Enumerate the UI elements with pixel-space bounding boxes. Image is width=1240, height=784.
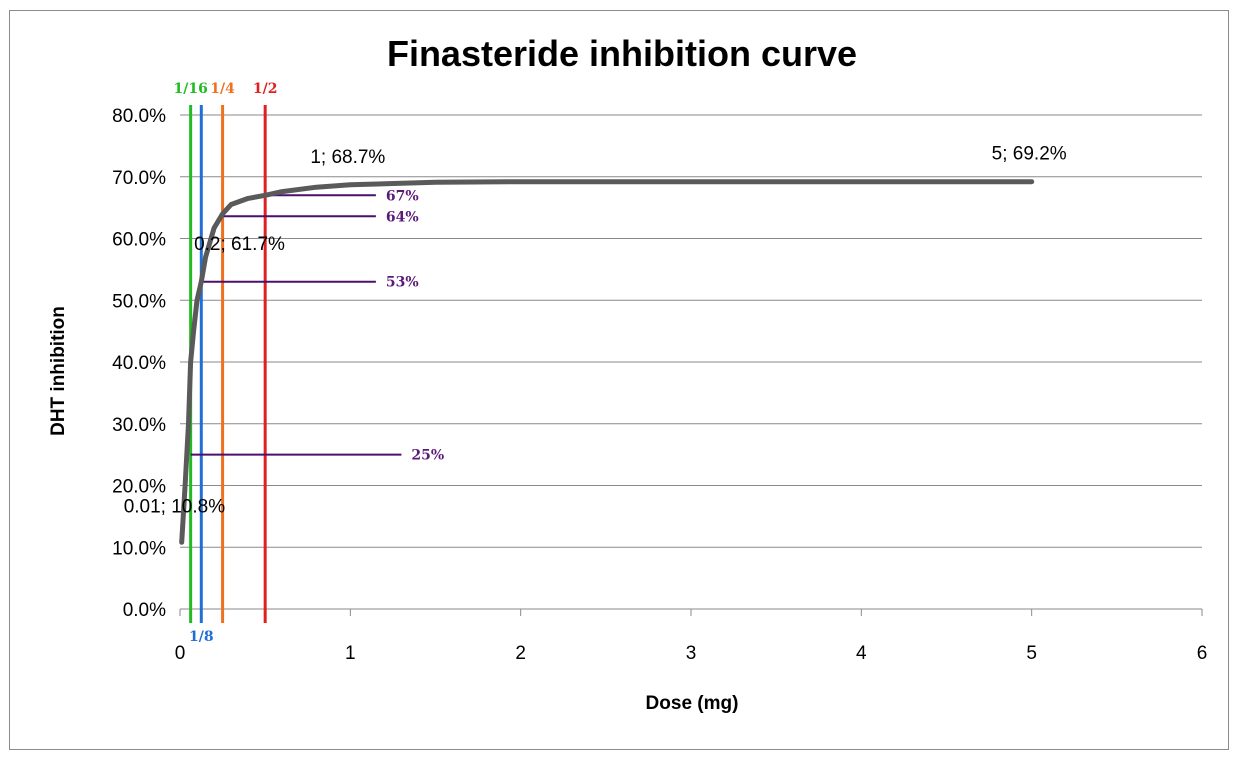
y-tick-label: 40.0%: [112, 353, 166, 374]
series: [179, 179, 1035, 545]
x-tick-label: 5: [1026, 643, 1037, 664]
dose-marker-label: 1/2: [253, 81, 278, 97]
dose-marker-label: 1/8: [189, 629, 214, 645]
chart-svg: Finasteride inhibition curve 0.0%10.0%20…: [48, 33, 1207, 714]
data-label: 0.2; 61.7%: [194, 234, 285, 255]
inhibition-level-label: 64%: [386, 209, 419, 225]
x-tick-label: 6: [1197, 643, 1208, 664]
chart-title: Finasteride inhibition curve: [387, 33, 857, 74]
chart-frame: Finasteride inhibition curve 0.0% 10.0% 20…: [9, 10, 1229, 750]
y-tick-label: 20.0%: [112, 477, 166, 498]
inhibition-levels: 67% 64% 53% 25%: [190, 188, 444, 464]
y-tick-label: 30.0%: [112, 415, 166, 436]
inhibition-level-label: 53%: [386, 275, 419, 291]
x-tick-label: 1: [345, 643, 356, 664]
dose-marker-label: 1/4: [210, 81, 235, 97]
series-line: [179, 179, 1035, 545]
grid-lines: [180, 114, 1202, 548]
y-tick-label: 50.0%: [112, 291, 166, 312]
dose-marker-label: 1/16: [173, 81, 207, 97]
data-labels: 0.01; 10.8% 0.2; 61.7% 1; 68.7% 5; 69.2%: [124, 144, 1067, 518]
y-tick-label: 70.0%: [112, 168, 166, 189]
x-tick-label: 3: [686, 643, 697, 664]
inhibition-level-label: 25%: [411, 448, 444, 464]
y-tick-label: 80.0%: [112, 106, 166, 127]
y-tick-label: 10.0%: [112, 538, 166, 559]
y-tick-label: 60.0%: [112, 230, 166, 251]
x-tick-label: 4: [856, 643, 867, 664]
data-label: 0.01; 10.8%: [124, 496, 226, 517]
axes: 0.0% 10.0% 20.0% 30.0% 40.0% 50.0% 60.0% 70.0% 8…: [112, 106, 1207, 664]
y-axis-title: DHT inhibition: [48, 306, 69, 436]
data-label: 5; 69.2%: [992, 144, 1067, 165]
data-label: 1; 68.7%: [310, 147, 385, 168]
y-tick-label: 0.0%: [123, 600, 166, 621]
x-tick-label: 2: [515, 643, 526, 664]
inhibition-level-label: 67%: [386, 188, 419, 204]
x-tick-label: 0: [175, 643, 186, 664]
x-axis-title: Dose (mg): [646, 693, 739, 714]
